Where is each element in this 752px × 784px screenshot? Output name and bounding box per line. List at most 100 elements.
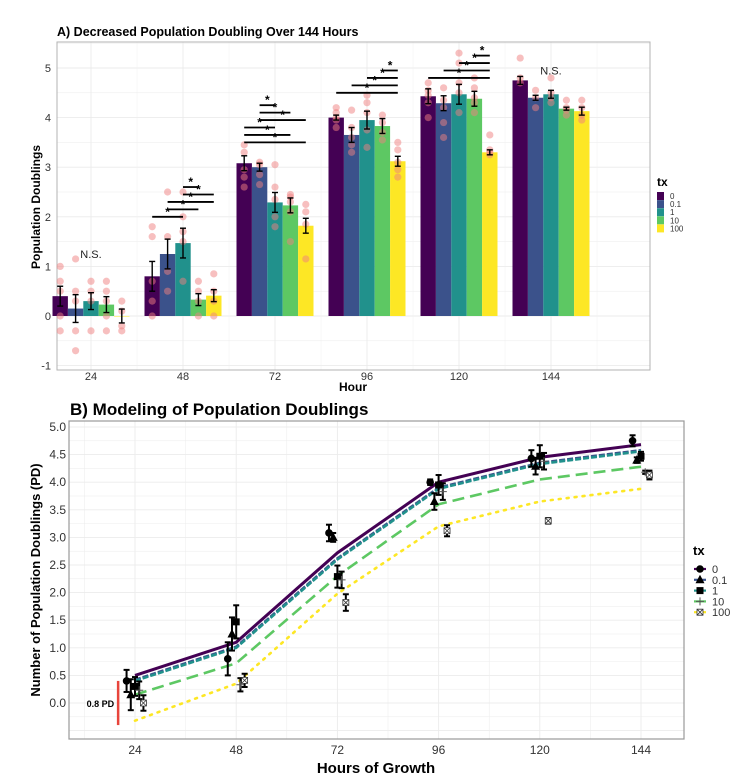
- model-line-tx-0: [134, 443, 642, 677]
- observed-point-tx-100: [241, 676, 249, 684]
- y-tick-label: 2: [45, 212, 51, 224]
- error-bar: [118, 308, 125, 324]
- observed-point-tx-1: [333, 573, 341, 581]
- data-point: [363, 126, 371, 134]
- data-point: [72, 347, 80, 355]
- observed-point-tx-0: [122, 677, 131, 685]
- observed-point-tx-10: [540, 457, 549, 466]
- data-point: [271, 183, 279, 191]
- data-point: [470, 84, 478, 92]
- data-point: [148, 297, 156, 305]
- data-point: [194, 277, 202, 285]
- error-bar: [256, 162, 263, 172]
- legend-b-label: 0.1: [712, 575, 727, 587]
- bar-tx-0.1-h144: [527, 97, 544, 316]
- legend-b-title: tx: [693, 543, 705, 558]
- data-point: [148, 233, 156, 241]
- data-point: [348, 148, 356, 156]
- observed-point-tx-100: [140, 699, 147, 707]
- data-point: [394, 173, 402, 181]
- data-point: [102, 287, 110, 295]
- x-tick-label: 72: [269, 371, 281, 383]
- data-point: [547, 99, 555, 107]
- data-point: [286, 238, 294, 246]
- data-point: [72, 287, 80, 295]
- observed-point-tx-10: [135, 686, 144, 695]
- data-point: [578, 96, 586, 104]
- panel-a-ylabel: Population Doublings: [29, 145, 43, 269]
- bar-tx-0.1-h120: [435, 103, 452, 316]
- bar-tx-100-h72: [298, 225, 314, 316]
- data-point: [118, 327, 126, 335]
- observed-point-tx-0: [223, 655, 232, 663]
- data-point: [256, 180, 264, 189]
- panel-b-xlabel: Hours of Growth: [317, 760, 435, 777]
- data-point: [72, 327, 80, 335]
- data-point: [179, 277, 187, 285]
- bar-tx-100-h120: [482, 152, 498, 316]
- data-point: [286, 193, 294, 201]
- legend-b-key-100: [696, 608, 704, 616]
- bar-tx-100-h96: [390, 161, 406, 316]
- y-tick-label: -1: [41, 361, 51, 373]
- error-bar: [287, 197, 294, 214]
- data-point: [240, 173, 248, 181]
- data-point: [271, 223, 279, 231]
- bar-tx-10-h144: [558, 108, 575, 316]
- bar-tx-10-h48: [190, 299, 207, 316]
- data-point: [56, 277, 64, 285]
- data-point: [56, 312, 64, 320]
- legend-b-key-0.1: [695, 574, 705, 584]
- legend-b-key-0: [696, 565, 704, 573]
- data-point: [378, 136, 386, 144]
- error-bar: [486, 149, 493, 156]
- legend-b-label: 10: [712, 596, 724, 608]
- data-point: [302, 208, 310, 216]
- legend-a-swatch-1: [657, 208, 664, 217]
- significance-star: *: [464, 58, 469, 72]
- significance-star: *: [188, 175, 193, 189]
- observed-point-tx-0: [628, 437, 637, 445]
- y-tick-label: 5.0: [49, 420, 66, 434]
- data-point: [72, 255, 80, 263]
- bar-tx-0.1-h48: [159, 254, 176, 316]
- y-tick-label: 5: [45, 63, 51, 75]
- x-tick-label: 120: [530, 743, 550, 757]
- data-point: [332, 123, 340, 132]
- ns-annotation: N.S.: [80, 249, 101, 261]
- data-point: [56, 327, 64, 335]
- data-point: [87, 327, 95, 335]
- y-tick-label: 2.0: [49, 586, 66, 600]
- y-tick-label: 3.5: [49, 503, 66, 517]
- observed-point-tx-1: [536, 452, 544, 460]
- error-bar: [517, 75, 524, 86]
- observed-point-tx-100: [544, 517, 552, 525]
- model-line-tx-100: [133, 487, 643, 722]
- error-bar: [532, 94, 539, 101]
- observed-point-tx-100: [443, 527, 451, 535]
- data-point: [440, 84, 448, 92]
- significance-star: *: [457, 66, 462, 80]
- data-point: [440, 133, 448, 142]
- error-bar: [425, 88, 432, 105]
- data-point: [562, 111, 571, 119]
- bar-tx-0.1-h72: [251, 167, 268, 316]
- legend-b-label: 100: [712, 607, 730, 619]
- data-point: [516, 54, 524, 62]
- observed-point-tx-0.1: [227, 629, 237, 638]
- reference-label: 0.8 PD: [87, 699, 115, 709]
- data-point: [547, 74, 555, 82]
- observed-point-tx-10: [236, 680, 245, 689]
- x-tick-label: 120: [450, 371, 468, 383]
- error-bar: [471, 90, 478, 107]
- data-point: [148, 312, 156, 320]
- significance-star: *: [265, 123, 270, 137]
- bar-tx-100-h48: [206, 295, 222, 316]
- observed-point-tx-10: [337, 575, 346, 584]
- model-line-tx-1: [134, 449, 642, 683]
- data-point: [578, 116, 586, 124]
- x-tick-label: 144: [631, 743, 651, 757]
- significance-star: *: [257, 116, 262, 130]
- data-point: [562, 96, 571, 104]
